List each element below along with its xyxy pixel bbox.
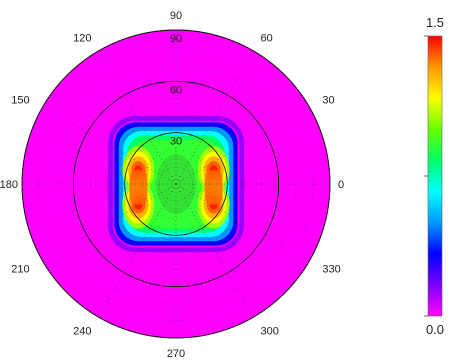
radial-tick-label: 90 bbox=[170, 33, 182, 45]
heatmap-band bbox=[204, 170, 223, 205]
angular-grid-spoke bbox=[175, 183, 310, 262]
angular-tick-label: 180 bbox=[0, 179, 18, 191]
radial-minor-ring bbox=[90, 98, 262, 270]
angular-grid-spoke bbox=[98, 183, 177, 318]
radial-grid-ring bbox=[124, 132, 228, 236]
polar-grid bbox=[21, 29, 331, 339]
angular-tick-label: 210 bbox=[11, 264, 29, 276]
angular-tick-label: 330 bbox=[322, 264, 340, 276]
angular-tick-label: 30 bbox=[322, 95, 334, 107]
colorbar-max-label: 1.5 bbox=[426, 15, 444, 30]
colorbar-min-label: 0.0 bbox=[426, 322, 444, 337]
angular-tick-label: 240 bbox=[73, 325, 91, 337]
angular-tick-label: 270 bbox=[167, 348, 185, 360]
angular-grid-spoke bbox=[42, 183, 177, 262]
angular-grid-spoke bbox=[175, 183, 254, 318]
angular-tick-label: 0 bbox=[338, 179, 344, 191]
radial-minor-ring bbox=[158, 166, 194, 202]
radial-grid-ring bbox=[21, 29, 331, 339]
radial-tick-label: 30 bbox=[170, 136, 182, 148]
radial-minor-ring bbox=[55, 63, 297, 305]
angular-grid-spoke bbox=[98, 50, 177, 185]
angular-grid-spoke bbox=[175, 106, 310, 185]
heatmap-band bbox=[129, 170, 148, 205]
colorbar-bar bbox=[427, 35, 443, 317]
angular-tick-label: 150 bbox=[11, 95, 29, 107]
heatmap-edge bbox=[107, 115, 245, 253]
angular-grid-spoke bbox=[42, 106, 177, 185]
angular-tick-labels: 0 30 60 90 120 150 180 210 240 270 300 330 bbox=[0, 10, 344, 360]
angular-tick-label: 120 bbox=[73, 33, 91, 45]
heatmap-field bbox=[107, 115, 245, 253]
radial-tick-label: 60 bbox=[170, 84, 182, 96]
colorbar-ticks bbox=[424, 35, 428, 317]
radial-grid-ring bbox=[72, 80, 280, 288]
colorbar: 1.5 0.0 bbox=[424, 15, 444, 337]
radial-tick-labels: 30 60 90 bbox=[170, 33, 182, 148]
angular-grid-spoke bbox=[175, 50, 254, 185]
radial-minor-ring bbox=[141, 149, 211, 219]
angular-tick-label: 90 bbox=[170, 10, 182, 22]
angular-tick-label: 300 bbox=[261, 325, 279, 337]
angular-tick-label: 60 bbox=[261, 33, 273, 45]
